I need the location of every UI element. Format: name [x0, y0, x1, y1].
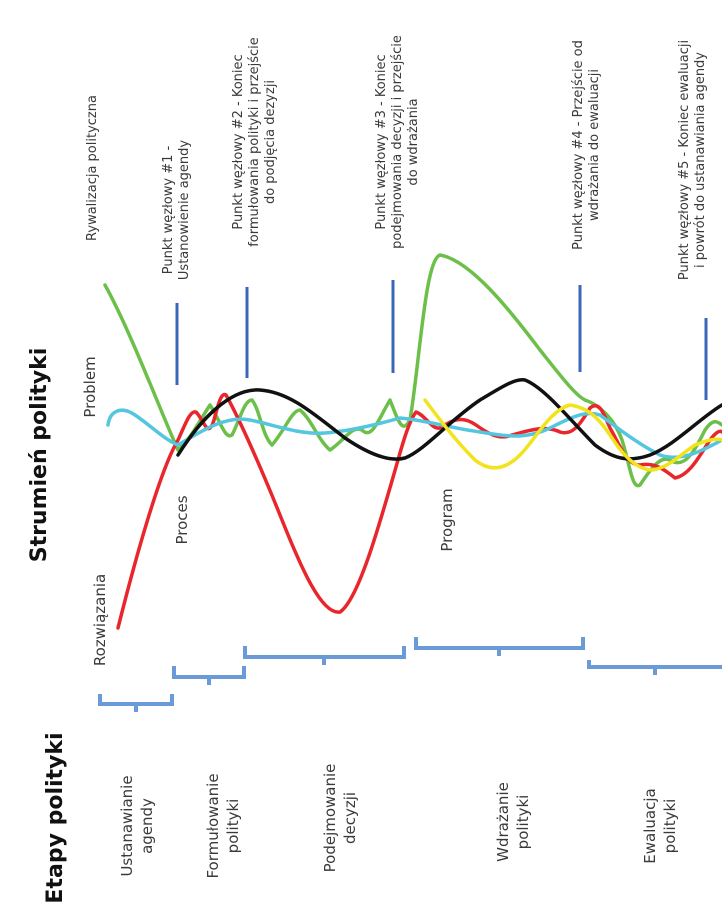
stage-3-line-1: Podejmowanie [321, 764, 339, 873]
node-3-line-3: do wdrażania [406, 98, 421, 185]
node-3-line-1: Punkt węzłowy #3 - Koniec [374, 54, 389, 229]
stage-label-decision: Podejmowanie decyzji [321, 764, 359, 873]
stages-heading: Etapy polityki [43, 732, 68, 903]
node-2-line-2: formułowania polityki i przejście [247, 37, 262, 247]
bracket-evaluation [587, 660, 722, 675]
stage-label-evaluation: Ewaluacja polityki [641, 788, 679, 863]
yellow-curve-program [423, 398, 722, 472]
stage-5-line-1: Ewaluacja [641, 788, 659, 863]
node-2-line-3: do podjęcia dezyzji [263, 80, 278, 204]
stage-3-line-2: decyzji [341, 792, 359, 844]
green-curve-rivalry [103, 253, 722, 488]
stream-label-solutions: Rozwiązania [91, 574, 109, 666]
stage-label-implementation: Wdrażanie polityki [494, 782, 532, 862]
stage-4-line-2: polityki [514, 795, 532, 850]
streams-heading: Strumień polityki [27, 348, 52, 563]
node-5-line-2: i powrót do ustanawiania agendy [693, 52, 708, 268]
bracket-implementation [414, 637, 585, 656]
stage-brackets [98, 637, 722, 712]
stage-label-agenda-setting: Ustanawianie agendy [118, 775, 156, 876]
node-1-line-2: Ustanowienie agendy [177, 140, 192, 280]
node-markers [175, 280, 708, 400]
bracket-agenda-setting [98, 694, 174, 712]
stream-label-program: Program [438, 488, 456, 551]
stream-curves [103, 253, 722, 630]
node-1-line-1: Punkt węzłowy #1 - [161, 146, 176, 275]
stage-1-line-1: Ustanawianie [118, 775, 136, 876]
stage-2-line-2: polityki [224, 799, 242, 854]
stream-label-problem: Problem [81, 356, 99, 417]
cyan-curve-problem [106, 408, 722, 460]
bracket-decision [243, 646, 406, 665]
node-5-line-1: Punkt węzłowy #5 - Koniec ewaluacji [677, 40, 692, 280]
bracket-formulation [172, 666, 246, 685]
black-curve-process [176, 378, 722, 461]
node-4-line-1: Punkt węzłowy #4 - Przejście od [571, 40, 586, 250]
stream-label-rivalry: Rywalizacja polityczna [85, 95, 100, 241]
node-label-5: Punkt węzłowy #5 - Koniec ewaluacji i po… [677, 40, 708, 280]
node-label-2: Punkt węzłowy #2 - Koniec formułowania p… [231, 37, 278, 247]
node-label-3: Punkt węzłowy #3 - Koniec podejmowania d… [374, 35, 421, 249]
node-4-line-2: wdrażania do ewaluacji [587, 69, 602, 221]
stage-1-line-2: agendy [138, 798, 156, 854]
stage-label-formulation: Formułowanie polityki [204, 773, 242, 878]
node-2-line-1: Punkt węzłowy #2 - Koniec [231, 54, 246, 229]
node-label-1: Punkt węzłowy #1 - Ustanowienie agendy [161, 140, 192, 280]
node-3-line-2: podejmowania decyzji i przejście [390, 35, 405, 249]
stage-4-line-1: Wdrażanie [494, 782, 512, 862]
stream-label-process: Proces [173, 495, 191, 544]
stage-2-line-1: Formułowanie [204, 773, 222, 878]
node-label-4: Punkt węzłowy #4 - Przejście od wdrażani… [571, 40, 602, 250]
stage-5-line-2: polityki [661, 799, 679, 854]
